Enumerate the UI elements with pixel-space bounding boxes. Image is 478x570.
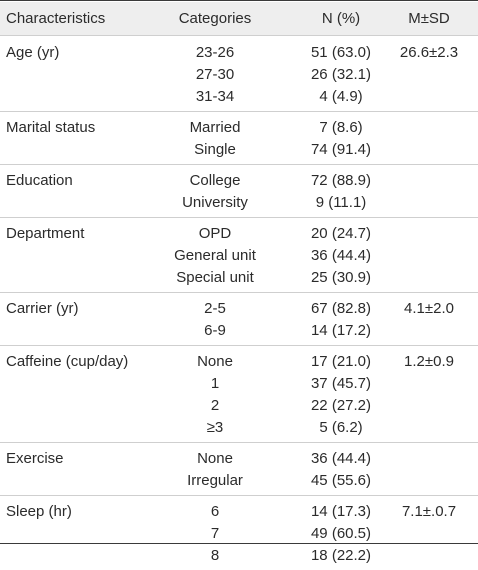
n-percent-cell: 49 (60.5) — [310, 525, 372, 542]
n-percent-cell: 37 (45.7) — [310, 375, 372, 392]
characteristic-label: Sleep (hr) — [6, 503, 72, 520]
n-percent-cell: 5 (6.2) — [319, 419, 363, 436]
category-cell: Married — [189, 119, 241, 136]
table-row-group: Sleep (hr) 6 14 (17.3) 7.1±.0.7 7 49 (60.5) 8 1… — [0, 495, 478, 570]
category-cell: 7 — [210, 525, 220, 542]
n-percent-cell: 18 (22.2) — [310, 547, 372, 564]
category-cell: 23-26 — [195, 44, 235, 61]
table-row: General unit 36 (44.4) — [0, 245, 478, 267]
table-row: 31-34 4 (4.9) — [0, 86, 478, 108]
category-cell: General unit — [174, 247, 256, 264]
table-header-row: Characteristics Categories N (%) M±SD — [0, 2, 478, 36]
n-percent-cell: 14 (17.3) — [310, 503, 372, 520]
mean-sd-cell: 1.2±0.9 — [404, 353, 454, 370]
n-percent-cell: 26 (32.1) — [310, 66, 372, 83]
table-row: Education College 72 (88.9) — [0, 170, 478, 192]
table-row-group: Marital status Married 7 (8.6) Single 74 (91… — [0, 111, 478, 165]
table-row-group: Age (yr) 23-26 51 (63.0) 26.6±2.3 27-30 26 (3… — [0, 36, 478, 112]
characteristic-label: Exercise — [6, 450, 64, 467]
n-percent-cell: 36 (44.4) — [310, 247, 372, 264]
n-percent-cell: 51 (63.0) — [310, 44, 372, 61]
n-percent-cell: 14 (17.2) — [310, 322, 372, 339]
n-percent-cell: 22 (27.2) — [310, 397, 372, 414]
characteristic-label: Department — [6, 225, 85, 242]
n-percent-cell: 74 (91.4) — [310, 141, 372, 158]
category-cell: None — [197, 450, 233, 467]
mean-sd-cell: 26.6±2.3 — [399, 44, 459, 61]
table-row: ≥3 5 (6.2) — [0, 417, 478, 439]
table-row: Single 74 (91.4) — [0, 139, 478, 161]
table-row: 1 37 (45.7) — [0, 373, 478, 395]
table-row: 8 18 (22.2) — [0, 545, 478, 567]
category-cell: 6-9 — [204, 322, 226, 339]
header-mean-sd: M±SD — [408, 10, 450, 27]
category-cell: ≥3 — [206, 419, 224, 436]
category-cell: 2-5 — [204, 300, 226, 317]
characteristic-label: Education — [6, 172, 73, 189]
category-cell: None — [197, 353, 233, 370]
n-percent-cell: 9 (11.1) — [315, 194, 367, 211]
characteristic-label: Marital status — [6, 119, 96, 136]
table-row-group: Caffeine (cup/day) None 17 (21.0) 1.2±0.9 1 3… — [0, 345, 478, 443]
n-percent-cell: 25 (30.9) — [310, 269, 372, 286]
table-row: 27-30 26 (32.1) — [0, 64, 478, 86]
table-row: Department OPD 20 (24.7) — [0, 223, 478, 245]
table-row: Caffeine (cup/day) None 17 (21.0) 1.2±0.9 — [0, 351, 478, 373]
n-percent-cell: 7 (8.6) — [319, 119, 363, 136]
characteristic-label: Caffeine (cup/day) — [6, 353, 129, 370]
category-cell: Special unit — [176, 269, 254, 286]
category-cell: 8 — [210, 547, 220, 564]
table-row: Sleep (hr) 6 14 (17.3) 7.1±.0.7 — [0, 501, 478, 523]
table-row-group: Exercise None 36 (44.4) Irregular 45 (55.6) — [0, 442, 478, 496]
n-percent-cell: 4 (4.9) — [319, 88, 363, 105]
table-row: 2 22 (27.2) — [0, 395, 478, 417]
n-percent-cell: 67 (82.8) — [310, 300, 372, 317]
table-row: Carrier (yr) 2-5 67 (82.8) 4.1±2.0 — [0, 298, 478, 320]
table-row-group: Education College 72 (88.9) University 9 (11… — [0, 164, 478, 218]
mean-sd-cell: 4.1±2.0 — [404, 300, 454, 317]
table-row: Exercise None 36 (44.4) — [0, 448, 478, 470]
n-percent-cell: 72 (88.9) — [310, 172, 372, 189]
table-row: 7 49 (60.5) — [0, 523, 478, 545]
n-percent-cell: 17 (21.0) — [310, 353, 372, 370]
category-cell: Single — [194, 141, 236, 158]
category-cell: 31-34 — [195, 88, 235, 105]
table-row: University 9 (11.1) — [0, 192, 478, 214]
category-cell: Irregular — [187, 472, 243, 489]
characteristic-label: Carrier (yr) — [6, 300, 79, 317]
table-row-group: Department OPD 20 (24.7) General unit 36 (44… — [0, 217, 478, 293]
category-cell: University — [182, 194, 248, 211]
table-row: Special unit 25 (30.9) — [0, 267, 478, 289]
table-row: Marital status Married 7 (8.6) — [0, 117, 478, 139]
category-cell: 1 — [210, 375, 220, 392]
table-row: Age (yr) 23-26 51 (63.0) 26.6±2.3 — [0, 42, 478, 64]
mean-sd-cell: 7.1±.0.7 — [401, 503, 457, 520]
table-row: Irregular 45 (55.6) — [0, 470, 478, 492]
category-cell: 2 — [210, 397, 220, 414]
n-percent-cell: 45 (55.6) — [310, 472, 372, 489]
category-cell: OPD — [198, 225, 232, 242]
characteristic-label: Age (yr) — [6, 44, 60, 61]
category-cell: 27-30 — [195, 66, 235, 83]
table-row-group: Carrier (yr) 2-5 67 (82.8) 4.1±2.0 6-9 14 (17… — [0, 292, 478, 346]
header-n-percent: N (%) — [321, 10, 361, 27]
n-percent-cell: 36 (44.4) — [310, 450, 372, 467]
category-cell: 6 — [210, 503, 220, 520]
header-categories: Categories — [178, 10, 252, 27]
category-cell: College — [189, 172, 241, 189]
n-percent-cell: 20 (24.7) — [310, 225, 372, 242]
table-row: 6-9 14 (17.2) — [0, 320, 478, 342]
header-characteristics: Characteristics — [6, 10, 106, 27]
